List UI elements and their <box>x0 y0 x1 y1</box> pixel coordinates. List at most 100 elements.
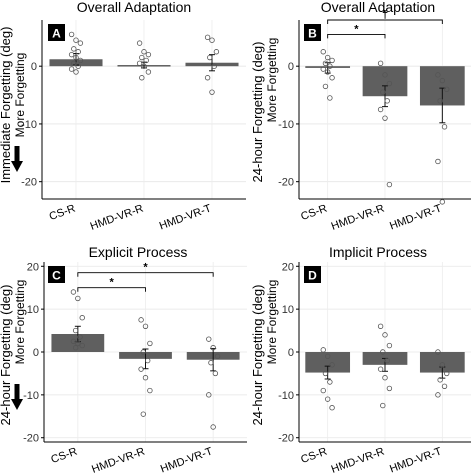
data-point <box>377 323 384 329</box>
data-point <box>70 289 77 295</box>
data-point <box>386 80 393 87</box>
data-point <box>77 334 83 340</box>
data-point <box>138 317 144 323</box>
data-point <box>382 332 388 338</box>
data-point <box>327 63 333 69</box>
x-tick-label: HMD-VR-R <box>330 446 386 474</box>
y-tick-label: 0 <box>31 61 37 73</box>
data-point <box>77 57 84 64</box>
data-point <box>144 357 151 364</box>
bar <box>51 334 105 352</box>
data-point <box>384 357 390 364</box>
data-point <box>143 57 149 64</box>
significance-label: † <box>382 9 388 21</box>
data-point <box>145 69 152 75</box>
significance-bracket: * <box>77 277 146 292</box>
x-tick-label: HMD-VR-T <box>388 445 443 474</box>
data-point <box>324 69 331 75</box>
y-tick-label: 0 <box>288 347 294 359</box>
data-point <box>382 375 388 381</box>
y-tick-label: -20 <box>278 177 294 189</box>
y-tick-label: -20 <box>21 177 37 189</box>
data-point <box>382 115 388 121</box>
y-tick-label: 0 <box>288 61 294 73</box>
data-point <box>206 336 212 342</box>
data-point <box>71 60 77 67</box>
error-bar <box>382 85 388 108</box>
data-point <box>329 75 335 81</box>
panel-letter-badge <box>304 24 321 41</box>
y-tick-label: -10 <box>278 390 294 402</box>
panel-title: Overall Adaptation <box>77 0 191 15</box>
panel-title: Explicit Process <box>89 244 188 260</box>
y-tick-label: 0 <box>33 347 39 359</box>
more-forgetting-arrow <box>11 146 23 172</box>
data-point <box>439 77 446 84</box>
data-point <box>72 345 79 351</box>
y-tick-label: 20 <box>27 261 39 273</box>
panel-letter: B <box>308 27 317 41</box>
panel-letter: C <box>52 269 61 283</box>
data-point <box>439 199 446 205</box>
plot-area: 20 10 0 -10 -20 CS-R HMD-VR-R HMD-VR-T <box>278 261 471 474</box>
plot-area: 0 -10 -20 CS-R HMD-VR-R HMD-VR-T <box>21 20 246 233</box>
data-point <box>324 396 331 402</box>
data-point <box>141 49 147 55</box>
data-point <box>322 83 329 90</box>
significance-bracket: * <box>77 262 214 277</box>
data-point <box>209 37 215 43</box>
data-point <box>79 315 85 321</box>
data-point <box>138 366 144 372</box>
more-forgetting-label: More Forgetting <box>265 38 279 123</box>
data-point <box>320 387 326 394</box>
data-point <box>327 379 333 385</box>
plot-area: 0 -10 -20 CS-R HMD-VR-R HMD-VR-T * † <box>278 9 471 233</box>
y-tick-label: 20 <box>282 261 294 273</box>
significance-label: * <box>143 262 148 274</box>
data-point <box>380 402 386 409</box>
data-point <box>435 158 441 165</box>
x-tick-label: HMD-VR-T <box>388 202 443 232</box>
data-point <box>322 370 329 377</box>
data-point <box>441 383 448 389</box>
data-point <box>210 424 216 430</box>
data-point <box>329 362 335 368</box>
panel-c: 20 10 0 -10 -20 CS-R HMD-VR-R HMD-VR-T * * Explic… <box>0 244 247 474</box>
panel-title: Overall Adaptation <box>321 0 435 15</box>
data-point <box>386 342 393 349</box>
panel-b: 0 -10 -20 CS-R HMD-VR-R HMD-VR-T * † Overall Ad… <box>250 0 471 233</box>
x-tick-label: HMD-VR-T <box>159 445 214 474</box>
bracket-line <box>77 272 214 277</box>
data-point <box>72 327 79 334</box>
data-point <box>444 86 450 92</box>
data-point <box>142 375 149 381</box>
data-point <box>386 385 393 392</box>
data-point <box>79 342 85 349</box>
data-point <box>320 66 326 72</box>
y-tick-label: -10 <box>21 119 37 131</box>
data-point <box>386 181 393 188</box>
data-point <box>384 98 390 104</box>
more-forgetting-label: More Forgetting <box>13 53 27 138</box>
data-point <box>68 31 75 38</box>
data-point <box>145 51 152 58</box>
data-point <box>212 370 219 377</box>
data-point <box>75 63 81 69</box>
panel-title: Implicit Process <box>329 244 427 260</box>
data-point <box>213 49 220 55</box>
data-point <box>209 89 215 95</box>
x-tick-label: CS-R <box>299 203 328 223</box>
data-point <box>68 66 75 72</box>
data-point <box>70 338 77 344</box>
data-point <box>437 98 443 104</box>
panel-letter-badge <box>48 24 65 41</box>
significance-label: * <box>354 23 359 35</box>
data-point <box>140 349 146 355</box>
data-point <box>377 60 384 67</box>
data-point <box>139 75 145 81</box>
data-point <box>320 347 326 353</box>
y-tick-label: -20 <box>23 433 39 445</box>
data-point <box>204 34 211 41</box>
data-point <box>140 411 146 417</box>
